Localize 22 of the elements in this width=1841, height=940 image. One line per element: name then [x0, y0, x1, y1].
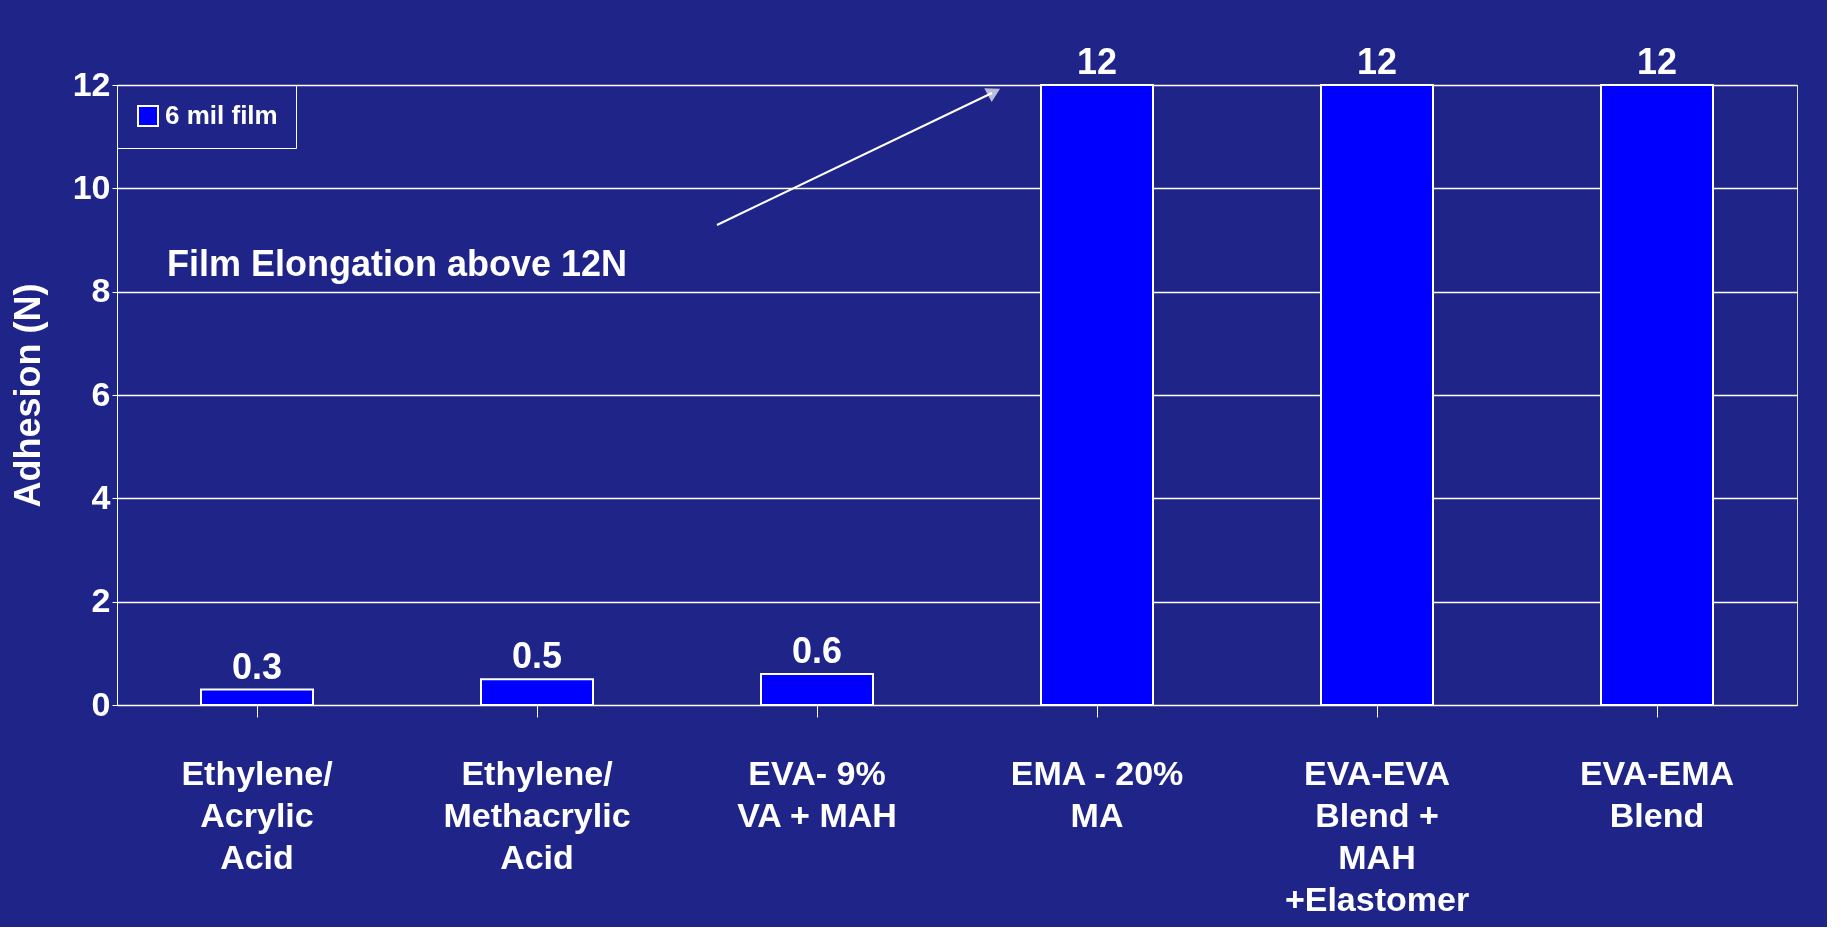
- y-tick-label: 4: [91, 477, 111, 516]
- y-tick-label: 10: [72, 167, 111, 206]
- y-tick-label: 2: [91, 581, 111, 620]
- y-axis-title: Adhesion (N): [6, 283, 48, 508]
- data-label: 0.3: [231, 645, 283, 687]
- data-label: 12: [1356, 41, 1398, 82]
- x-tick-label: EVA-EVA Blend + MAH +Elastomer: [1284, 753, 1470, 918]
- data-label: 12: [1636, 41, 1678, 82]
- legend-label: 6 mil film: [165, 100, 278, 130]
- x-tick-label: EVA-EMA Blend: [1579, 753, 1735, 834]
- x-tick-label: Ethylene/ Acrylic Acid: [181, 753, 334, 876]
- annotation: Film Elongation above 12N: [167, 243, 628, 284]
- x-tick-label: EVA- 9% VA + MAH: [737, 753, 897, 834]
- data-label: 0.5: [511, 635, 563, 677]
- y-tick-label: 6: [91, 374, 111, 413]
- data-label: 12: [1076, 41, 1118, 82]
- y-tick-label: 12: [72, 64, 111, 103]
- x-tick-label: Ethylene/ Methacrylic Acid: [443, 753, 631, 876]
- data-label: 0.6: [791, 630, 843, 671]
- y-tick-label: 8: [91, 271, 111, 310]
- y-tick-label: 0: [91, 684, 111, 723]
- x-tick-label: EMA - 20% MA: [1010, 753, 1184, 834]
